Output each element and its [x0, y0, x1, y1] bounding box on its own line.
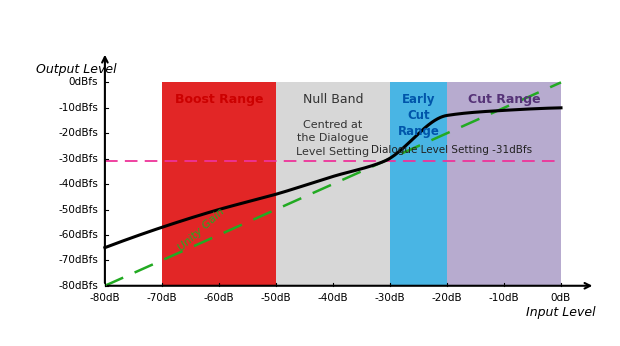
Text: -70dB: -70dB: [146, 293, 177, 303]
Text: -20dB: -20dB: [432, 293, 463, 303]
Text: 0dBfs: 0dBfs: [69, 78, 98, 88]
Text: -10dBfs: -10dBfs: [58, 103, 98, 113]
Bar: [162, 82, 276, 286]
Text: -30dB: -30dB: [374, 293, 405, 303]
Text: -30dBfs: -30dBfs: [58, 154, 98, 164]
Text: -50dB: -50dB: [260, 293, 291, 303]
Text: -80dB: -80dB: [89, 293, 120, 303]
Text: -80dBfs: -80dBfs: [58, 281, 98, 291]
Text: Boost Range: Boost Range: [175, 93, 263, 106]
Text: Cut Range: Cut Range: [467, 93, 540, 106]
Text: -10dB: -10dB: [489, 293, 520, 303]
Text: -70dBfs: -70dBfs: [58, 255, 98, 265]
Text: 0dB: 0dB: [551, 293, 571, 303]
Bar: [390, 82, 447, 286]
Bar: [276, 82, 390, 286]
Text: Centred at
the Dialogue
Level Setting: Centred at the Dialogue Level Setting: [296, 120, 370, 156]
Text: -40dBfs: -40dBfs: [58, 179, 98, 189]
Text: -50dBfs: -50dBfs: [58, 204, 98, 215]
Text: -40dB: -40dB: [317, 293, 348, 303]
Text: -20dBfs: -20dBfs: [58, 128, 98, 138]
Text: Early
Cut
Range: Early Cut Range: [397, 93, 440, 138]
Text: Output Level: Output Level: [37, 63, 117, 76]
Text: Dialogue Level Setting -31dBfs: Dialogue Level Setting -31dBfs: [371, 145, 533, 155]
Text: -60dBfs: -60dBfs: [58, 230, 98, 240]
Text: Unity Gain: Unity Gain: [177, 207, 227, 253]
Bar: [447, 82, 561, 286]
Text: Null Band: Null Band: [303, 93, 363, 106]
Text: -60dB: -60dB: [203, 293, 234, 303]
Text: Input Level: Input Level: [526, 306, 595, 319]
